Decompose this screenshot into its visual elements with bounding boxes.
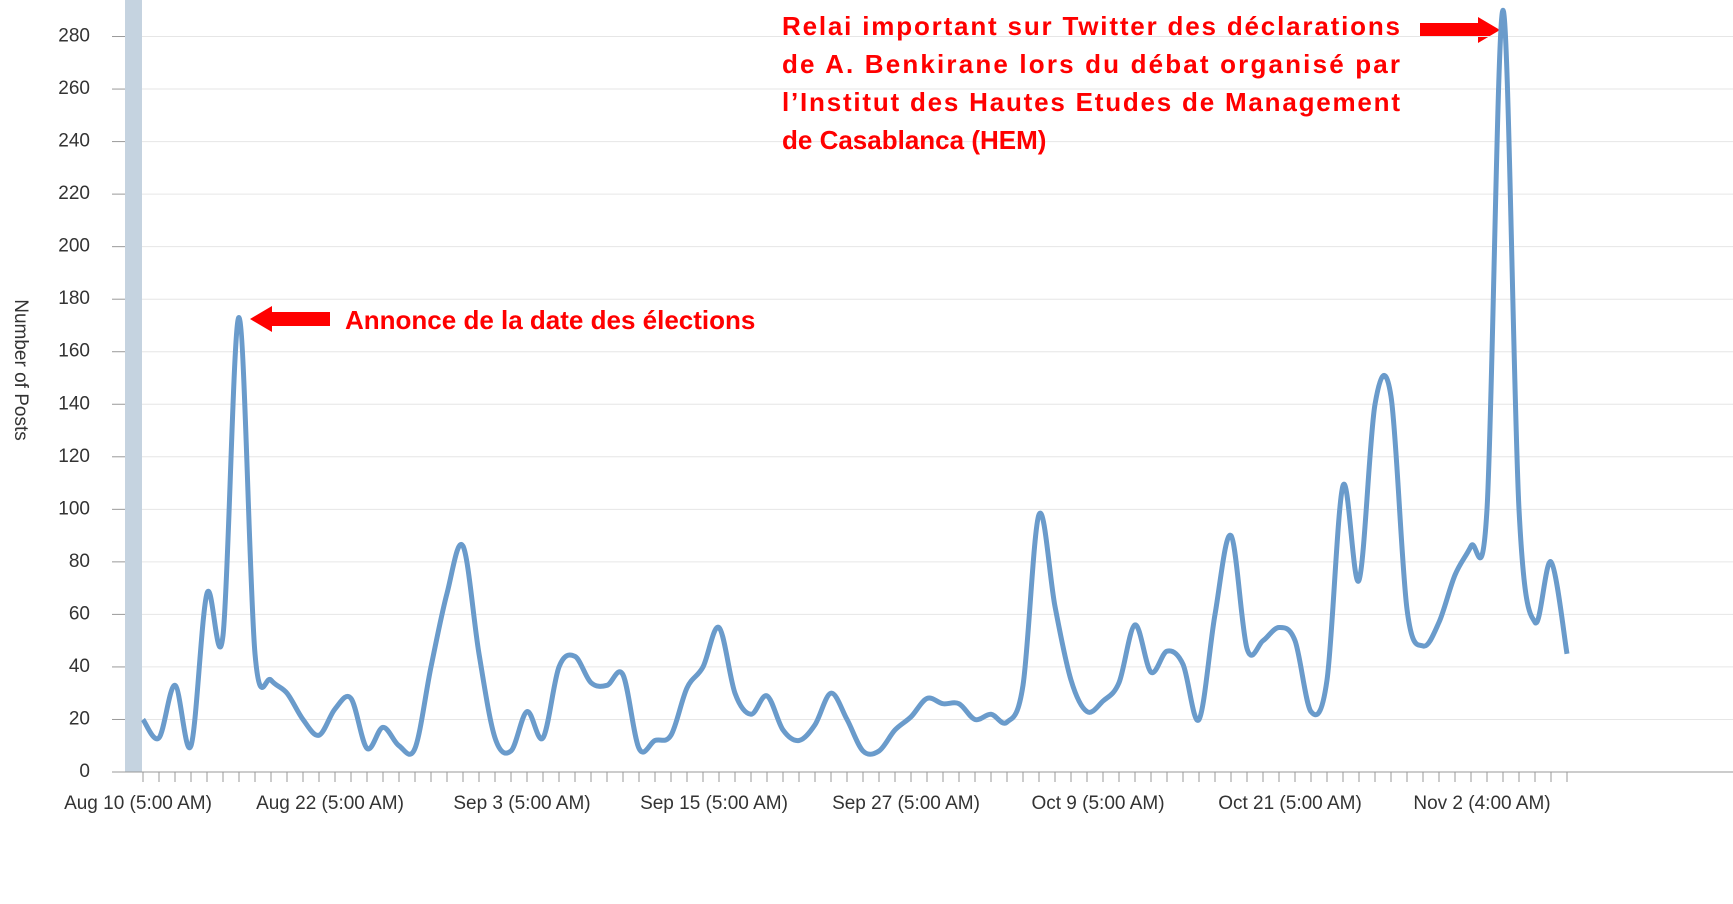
y-tick-label: 80 — [69, 551, 90, 572]
x-tick-label: Aug 22 (5:00 AM) — [256, 793, 404, 814]
x-tick-label: Sep 15 (5:00 AM) — [640, 793, 788, 814]
x-tick-label: Sep 3 (5:00 AM) — [453, 793, 590, 814]
y-axis-label: Number of Posts — [10, 299, 31, 441]
arrow — [250, 306, 330, 332]
annotation: l’Institut des Hautes Etudes de Manageme… — [782, 87, 1400, 117]
annotation: Annonce de la date des élections — [345, 305, 755, 335]
x-tick-label: Aug 10 (5:00 AM) — [64, 793, 212, 814]
y-tick-label: 220 — [58, 183, 90, 204]
x-tick-label: Nov 2 (4:00 AM) — [1413, 793, 1550, 814]
annotation: Relai important sur Twitter des déclarat… — [782, 11, 1400, 41]
arrow — [1420, 17, 1500, 43]
y-tick-label: 280 — [58, 26, 90, 47]
y-tick-label: 260 — [58, 78, 90, 99]
y-tick-label: 20 — [69, 708, 90, 729]
annotation: de Casablanca (HEM) — [782, 125, 1046, 155]
y-tick-label: 120 — [58, 446, 90, 467]
y-tick-label: 200 — [58, 236, 90, 257]
y-tick-label: 240 — [58, 131, 90, 152]
y-tick-label: 100 — [58, 498, 90, 519]
x-tick-label: Sep 27 (5:00 AM) — [832, 793, 980, 814]
x-tick-label: Oct 21 (5:00 AM) — [1218, 793, 1362, 814]
axis-band — [125, 0, 142, 772]
y-tick-label: 40 — [69, 656, 90, 677]
y-tick-label: 60 — [69, 603, 90, 624]
y-tick-label: 180 — [58, 288, 90, 309]
y-tick-label: 160 — [58, 341, 90, 362]
annotation: de A. Benkirane lors du débat organisé p… — [782, 49, 1400, 79]
y-tick-label: 140 — [58, 393, 90, 414]
x-tick-label: Oct 9 (5:00 AM) — [1031, 793, 1164, 814]
line — [140, 7, 1570, 757]
y-tick-label: 0 — [79, 761, 90, 782]
